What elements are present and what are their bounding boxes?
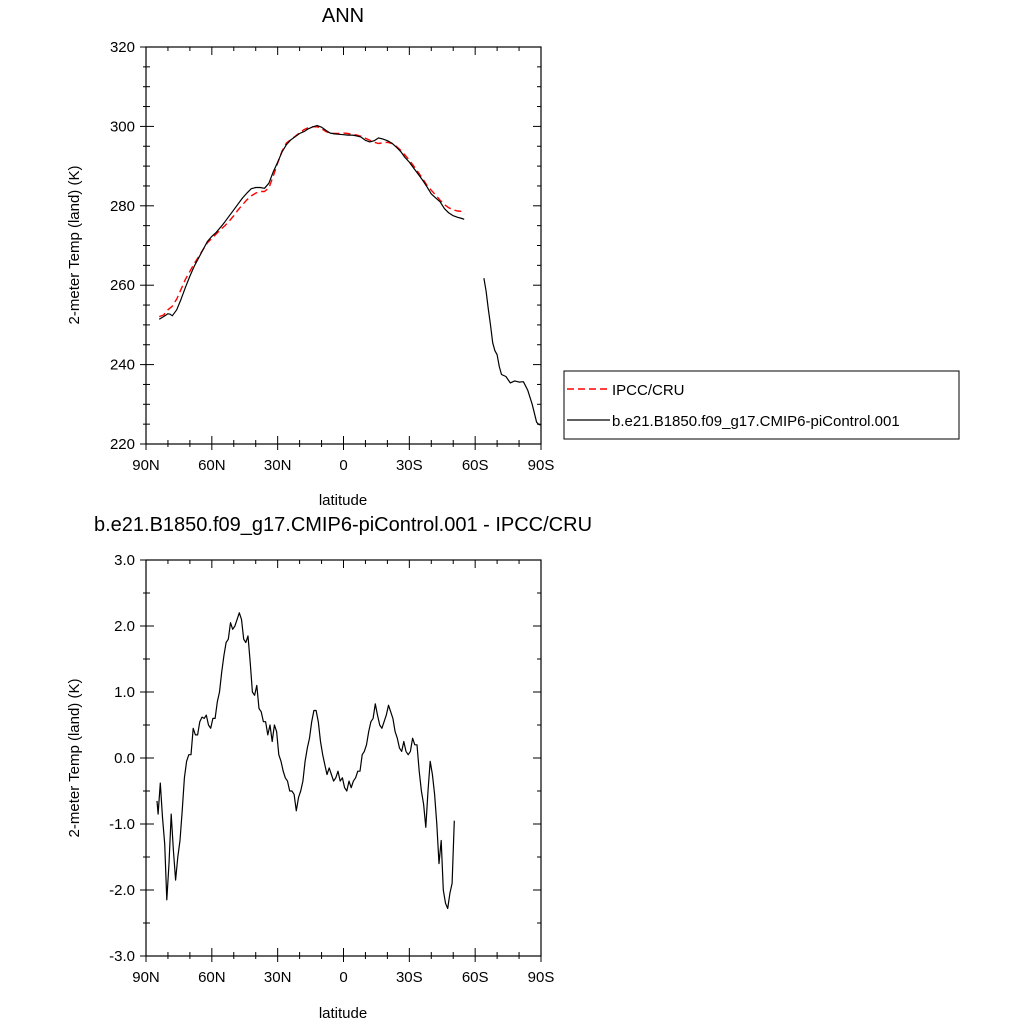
- legend: IPCC/CRU b.e21.B1850.f09_g17.CMIP6-piCon…: [563, 370, 960, 440]
- bottom-x-tick-label: 60S: [462, 969, 489, 986]
- bottom-x-axis-label: latitude: [319, 1005, 367, 1022]
- top-y-axis-label: 2-meter Temp (land) (K): [66, 166, 83, 325]
- bottom-y-tick-label: 2.0: [114, 618, 135, 635]
- bottom-y-tick-label: 0.0: [114, 750, 135, 767]
- top-x-tick-label: 90S: [528, 457, 555, 474]
- top-x-axis-label: latitude: [319, 492, 367, 509]
- bottom-x-tick-label: 30S: [396, 969, 423, 986]
- bottom-x-tick-label: 90N: [132, 969, 160, 986]
- top-x-tick-label: 0: [339, 457, 347, 474]
- bottom-x-tick-label: 0: [339, 969, 347, 986]
- top-series-line-0: [158, 126, 465, 318]
- top-x-tick-label: 30N: [264, 457, 292, 474]
- difference-plot: b.e21.B1850.f09_g17.CMIP6-piControl.001 …: [66, 514, 592, 1022]
- bottom-series-line-0: [156, 612, 455, 910]
- top-x-tick-label: 60S: [462, 457, 489, 474]
- bottom-y-tick-label: -3.0: [109, 948, 135, 965]
- chart-title-ann: ANN: [322, 5, 364, 27]
- top-plot-frame: [145, 46, 542, 445]
- top-y-tick-label: 260: [110, 277, 135, 294]
- top-y-tick-label: 280: [110, 198, 135, 215]
- bottom-x-tick-label: 30N: [264, 969, 292, 986]
- bottom-y-tick-label: -1.0: [109, 816, 135, 833]
- top-x-tick-label: 60N: [198, 457, 226, 474]
- top-y-tick-label: 320: [110, 39, 135, 56]
- top-series-line-1: [158, 125, 465, 320]
- top-series-line-2: [483, 278, 542, 426]
- temperature-plot: ANN 90N 60N 30N 0 30S 60S 90S 220 240 260 280 300 32…: [66, 5, 554, 509]
- legend-entry-model: b.e21.B1850.f09_g17.CMIP6-piControl.001: [612, 413, 900, 430]
- bottom-y-axis-label: 2-meter Temp (land) (K): [66, 679, 83, 838]
- bottom-x-tick-label: 90S: [528, 969, 555, 986]
- chart-title-difference: b.e21.B1850.f09_g17.CMIP6-piControl.001 …: [94, 514, 592, 536]
- legend-entry-ipcc-cru: IPCC/CRU: [612, 382, 685, 399]
- top-y-tick-label: 220: [110, 436, 135, 453]
- bottom-y-tick-label: -2.0: [109, 882, 135, 899]
- top-x-tick-label: 30S: [396, 457, 423, 474]
- bottom-x-tick-label: 60N: [198, 969, 226, 986]
- legend-box: [563, 370, 960, 440]
- bottom-plot-frame: [145, 559, 542, 957]
- top-y-tick-label: 300: [110, 118, 135, 135]
- top-y-tick-label: 240: [110, 357, 135, 374]
- top-x-tick-label: 90N: [132, 457, 160, 474]
- bottom-y-tick-label: 3.0: [114, 552, 135, 569]
- bottom-y-tick-label: 1.0: [114, 684, 135, 701]
